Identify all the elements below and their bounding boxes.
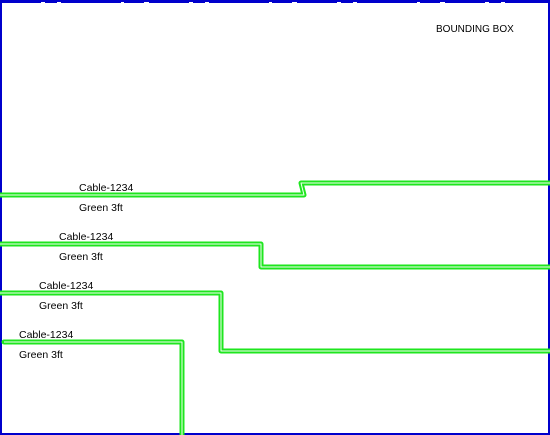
bounding-box-label: BOUNDING BOX — [436, 24, 514, 35]
cable-name-label: Cable-1234 — [19, 329, 73, 341]
cable-spec-label: Green 3ft — [19, 349, 63, 361]
cable-path-core — [0, 182, 550, 196]
cable-name-label: Cable-1234 — [59, 231, 113, 243]
cable-path-core — [0, 243, 550, 268]
cable-3: Cable-1234 Green 3ft — [0, 280, 550, 354]
cable-spec-label: Green 3ft — [59, 251, 103, 263]
cable-name-label: Cable-1234 — [39, 280, 93, 292]
cable-path-core — [4, 341, 183, 435]
cable-1: Cable-1234 Green 3ft — [0, 180, 550, 214]
cable-4: Cable-1234 Green 3ft — [1, 329, 185, 435]
cable-spec-label: Green 3ft — [39, 300, 83, 312]
cable-name-label: Cable-1234 — [79, 182, 133, 194]
cable-path-core — [0, 292, 550, 352]
cable-spec-label: Green 3ft — [79, 202, 123, 214]
cable-2: Cable-1234 Green 3ft — [0, 231, 550, 270]
